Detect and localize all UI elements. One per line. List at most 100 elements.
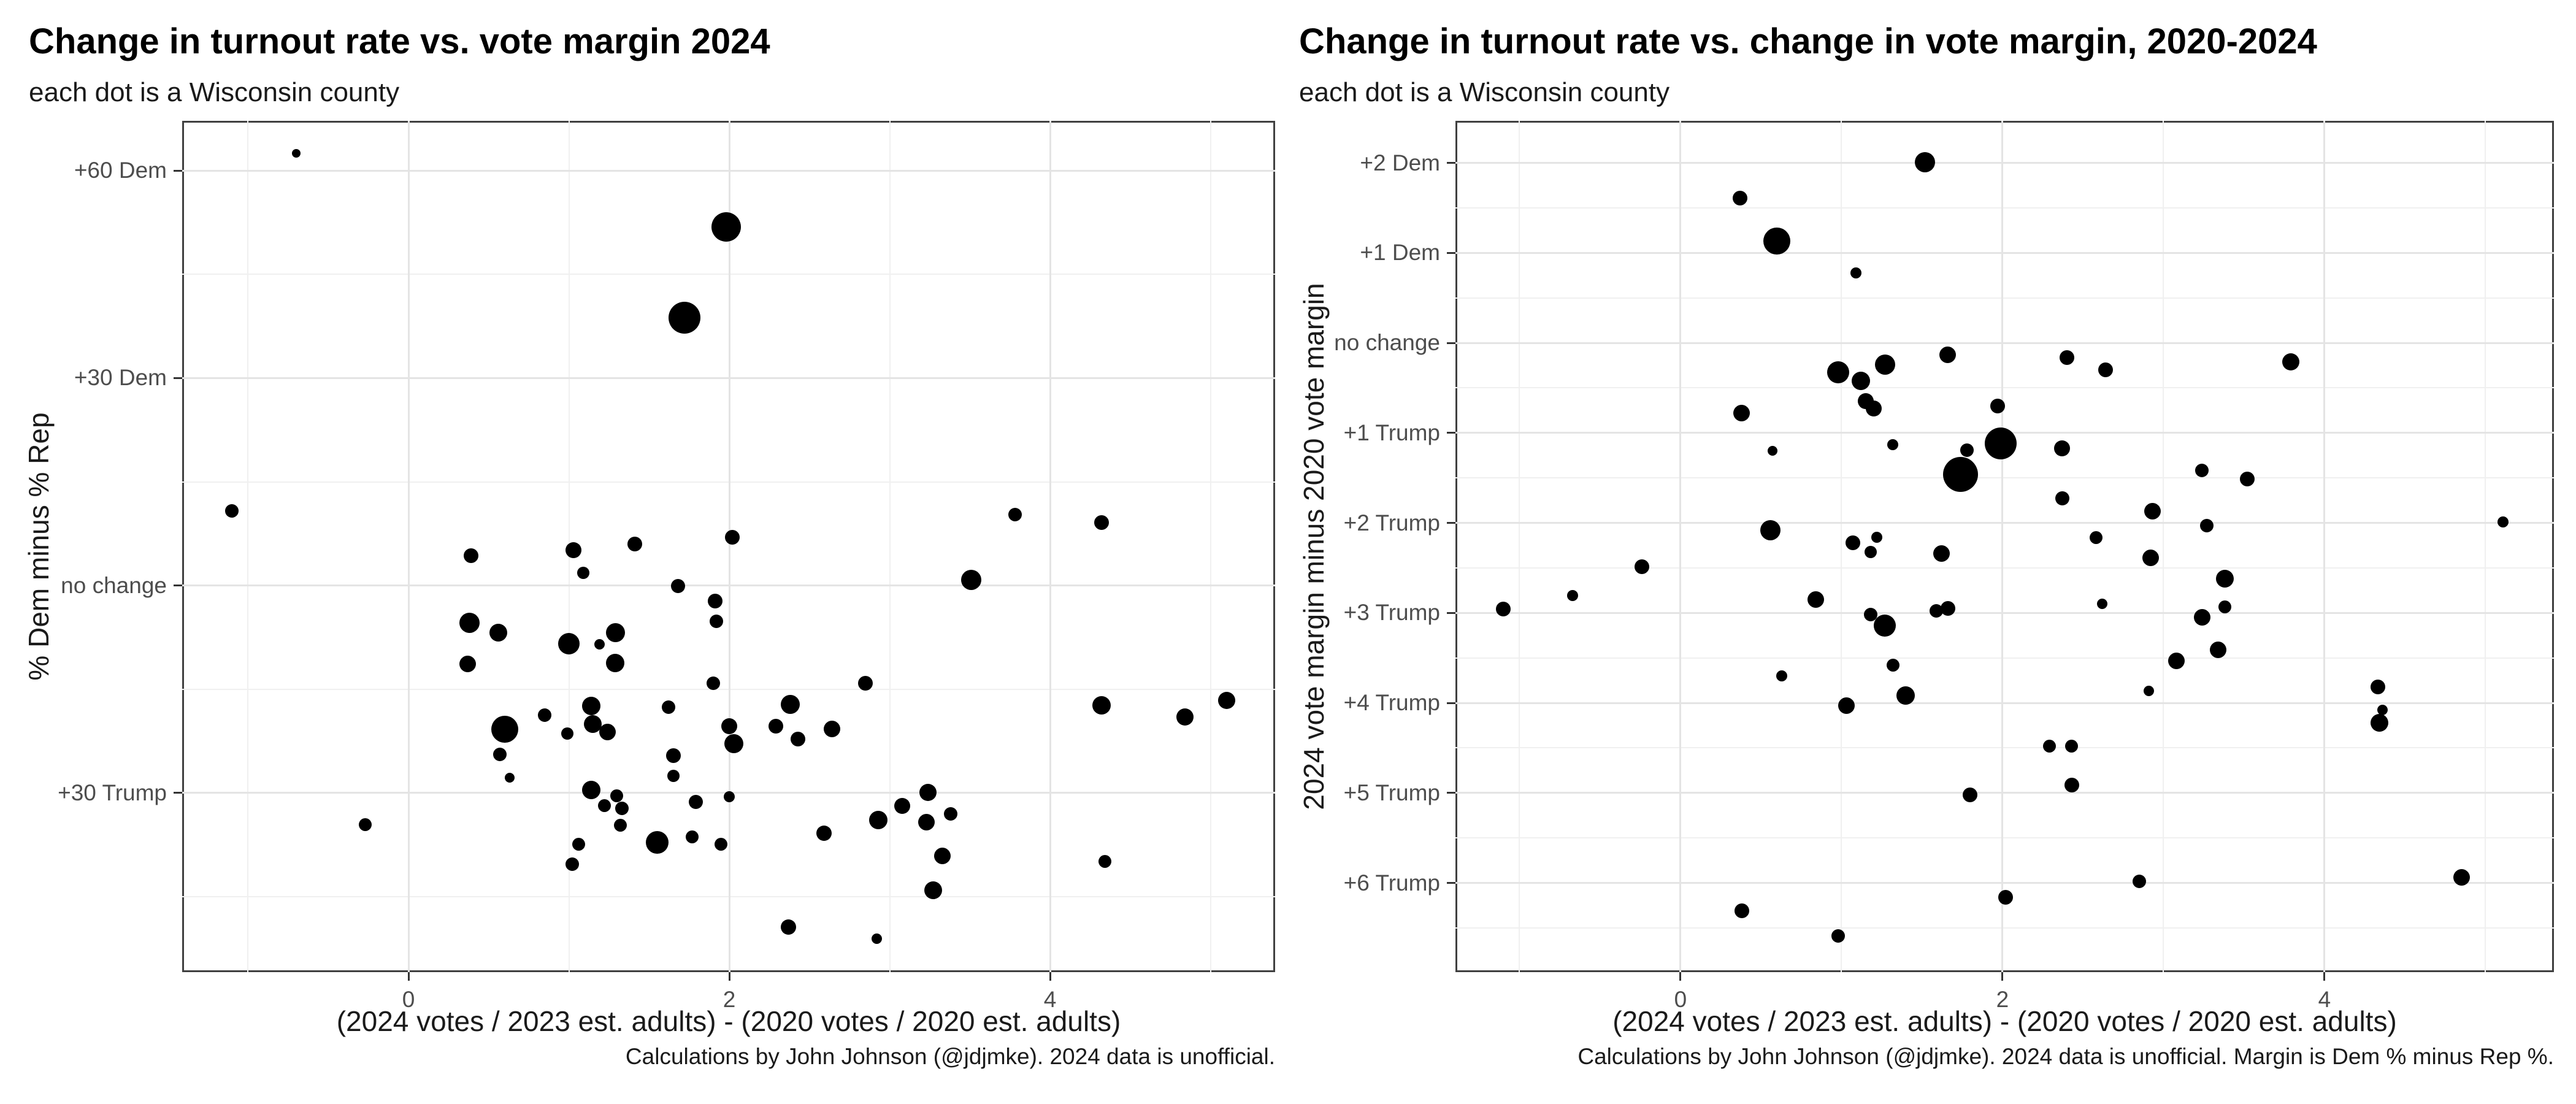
data-point [1827, 361, 1850, 384]
y-minor-gridline [1455, 567, 2554, 569]
y-tick-label: +3 Trump [1343, 600, 1440, 626]
y-tick-mark [1447, 342, 1455, 344]
y-minor-gridline [1455, 747, 2554, 749]
x-tick-label: 0 [402, 987, 415, 1012]
data-point [615, 801, 629, 815]
data-point [2059, 350, 2074, 365]
data-point [707, 593, 723, 608]
x-major-gridline [407, 121, 410, 972]
data-point [2042, 740, 2056, 753]
data-point [1217, 691, 1235, 709]
data-point [291, 148, 301, 158]
data-point [1915, 151, 1936, 172]
data-point [710, 615, 724, 629]
data-point [358, 818, 372, 832]
y-major-gridline [182, 585, 1275, 587]
y-tick-label: +4 Trump [1343, 690, 1440, 716]
data-point [606, 653, 625, 672]
data-point [1985, 427, 2017, 460]
y-tick-mark [174, 377, 182, 379]
right-chart-title: Change in turnout rate vs. change in vot… [1299, 21, 2317, 61]
x-minor-gridline [2163, 121, 2164, 972]
y-tick-mark [174, 585, 182, 587]
data-point [2193, 609, 2210, 626]
data-point [2497, 516, 2509, 528]
y-tick-mark [1447, 432, 1455, 434]
x-tick-label: 2 [723, 987, 736, 1012]
y-tick-mark [1447, 162, 1455, 164]
x-minor-gridline [889, 121, 891, 972]
data-point [1776, 670, 1788, 682]
data-point [1733, 190, 1748, 205]
data-point [1896, 686, 1915, 705]
y-minor-gridline [1455, 837, 2554, 839]
data-point [2239, 471, 2255, 486]
data-point [686, 830, 699, 843]
left-chart-subtitle: each dot is a Wisconsin county [29, 77, 400, 107]
data-point [1940, 600, 1955, 616]
data-point [1874, 354, 1895, 375]
data-point [2144, 502, 2161, 519]
y-minor-gridline [1455, 927, 2554, 929]
data-point [2282, 353, 2299, 370]
data-point [2377, 705, 2388, 716]
y-major-gridline [1455, 882, 2554, 884]
data-point [1887, 439, 1899, 450]
x-tick-mark [2323, 972, 2326, 981]
y-minor-gridline [1455, 657, 2554, 659]
y-tick-mark [174, 169, 182, 172]
y-major-gridline [1455, 702, 2554, 704]
data-point [2218, 600, 2231, 613]
y-major-gridline [1455, 251, 2554, 254]
x-tick-mark [2001, 972, 2004, 981]
data-point [599, 724, 616, 741]
data-point [943, 807, 957, 821]
x-tick-mark [1679, 972, 1682, 981]
data-point [489, 623, 507, 642]
y-major-gridline [1455, 522, 2554, 524]
data-point [1496, 602, 1511, 617]
y-tick-label: no change [1334, 330, 1440, 356]
data-point [225, 504, 239, 518]
data-point [721, 718, 738, 734]
y-tick-label: +1 Dem [1360, 240, 1440, 266]
data-point [816, 825, 832, 841]
data-point [1734, 903, 1749, 919]
data-point [1176, 708, 1194, 726]
x-tick-label: 0 [1674, 987, 1687, 1012]
right-chart-caption: Calculations by John Johnson (@jdjmke). … [1577, 1044, 2554, 1069]
data-point [459, 655, 477, 672]
data-point [724, 791, 735, 802]
data-point [768, 718, 783, 734]
data-point [918, 813, 935, 830]
y-tick-mark [1447, 882, 1455, 884]
data-point [1865, 401, 1882, 417]
data-point [577, 567, 590, 580]
data-point [463, 548, 478, 564]
data-point [823, 720, 840, 737]
data-point [605, 623, 625, 642]
x-tick-label: 4 [2318, 987, 2331, 1012]
data-point [491, 716, 518, 743]
data-point [1092, 696, 1111, 715]
data-point [667, 769, 680, 782]
left-chart-caption: Calculations by John Johnson (@jdjmke). … [625, 1044, 1275, 1069]
data-point [715, 837, 728, 851]
data-point [582, 696, 601, 715]
data-point [1886, 658, 1899, 672]
data-point [1990, 398, 2006, 413]
y-tick-label: +6 Trump [1343, 870, 1440, 895]
data-point [934, 848, 951, 865]
data-point [610, 789, 624, 802]
data-point [2055, 491, 2069, 506]
data-point [1960, 443, 1974, 457]
data-point [919, 783, 937, 801]
data-point [2097, 599, 2108, 610]
data-point [2215, 570, 2234, 588]
data-point [780, 695, 800, 715]
x-major-gridline [2001, 121, 2004, 972]
data-point [1930, 604, 1944, 618]
data-point [1851, 371, 1870, 390]
data-point [459, 613, 480, 634]
data-point [558, 632, 580, 654]
